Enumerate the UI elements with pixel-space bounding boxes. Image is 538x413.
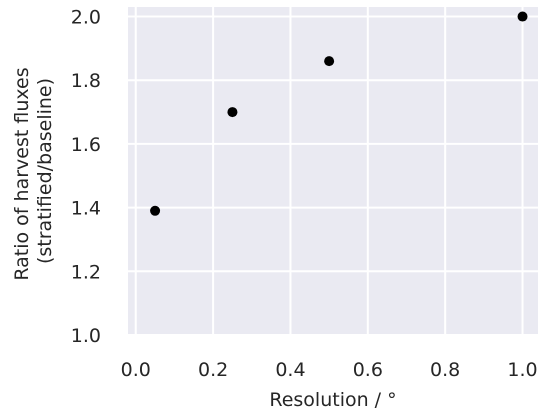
x-tick-label-1: 0.2 [198, 359, 228, 381]
y-axis-label-line-2: (stratified/baseline) [34, 78, 56, 264]
x-tick-label-0: 0.0 [121, 359, 151, 381]
data-point-2 [324, 56, 335, 67]
data-point-0 [150, 205, 161, 216]
x-tick-label-2: 0.4 [275, 359, 305, 381]
y-tick-label-5: 2.0 [71, 7, 101, 29]
x-tick-label-3: 0.6 [353, 359, 383, 381]
y-tick-label-3: 1.6 [71, 134, 101, 156]
plot-background [128, 7, 538, 335]
y-tick-label-0: 1.0 [71, 325, 101, 347]
y-axis-label-line-1: Ratio of harvest fluxes [11, 67, 33, 280]
x-tick-label-5: 1.0 [507, 359, 537, 381]
grid-lines [128, 7, 538, 336]
data-points [150, 11, 528, 216]
data-point-3 [517, 11, 528, 22]
x-axis-label: Resolution / ° [269, 389, 396, 411]
y-tick-label-4: 1.8 [71, 70, 101, 92]
data-point-1 [227, 107, 238, 118]
y-axis-ticks: 1.0 1.2 1.4 1.6 1.8 2.0 [71, 7, 101, 347]
x-axis-ticks: 0.0 0.2 0.4 0.6 0.8 1.0 [121, 359, 538, 381]
x-tick-label-4: 0.8 [430, 359, 460, 381]
y-tick-label-2: 1.4 [71, 198, 101, 220]
y-tick-label-1: 1.2 [71, 261, 101, 283]
y-axis-label: Ratio of harvest fluxes (stratified/base… [11, 61, 56, 280]
